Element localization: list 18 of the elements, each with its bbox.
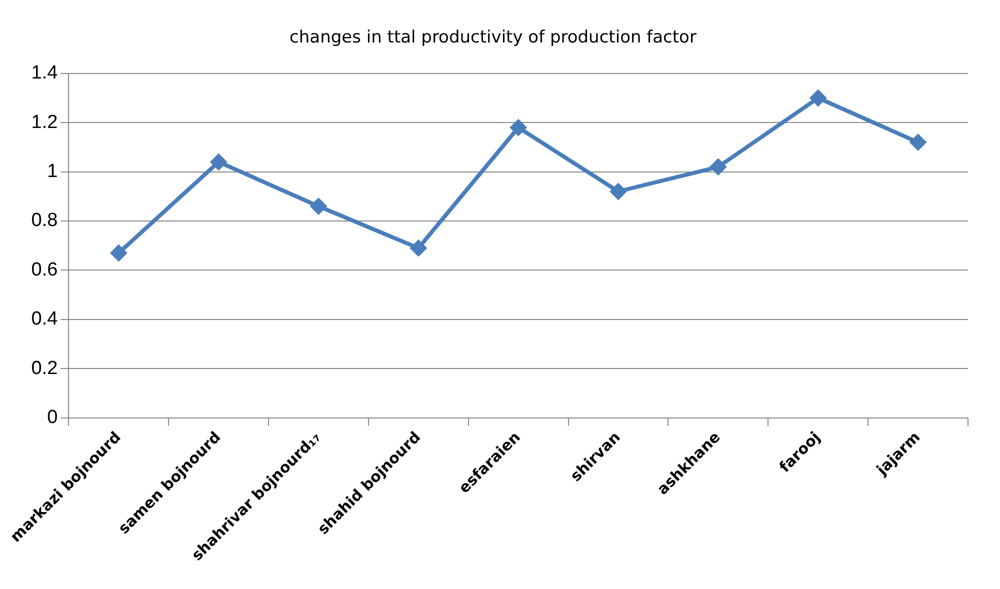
point bbox=[610, 182, 627, 200]
point bbox=[510, 119, 527, 136]
y-tick-label: 0 bbox=[47, 407, 58, 428]
y-tick-label: 0.4 bbox=[31, 308, 58, 330]
point bbox=[310, 198, 328, 215]
point bbox=[710, 158, 727, 176]
y-tick-label: 0.6 bbox=[31, 259, 58, 280]
point bbox=[210, 153, 228, 170]
chart-title: changes in ttal productivity of production factor bbox=[290, 28, 696, 48]
point bbox=[410, 240, 427, 257]
y-tick-label: 0.2 bbox=[31, 358, 58, 379]
point bbox=[110, 244, 128, 262]
y-tick-label: 0.8 bbox=[31, 210, 58, 232]
y-tick-label: 1.4 bbox=[31, 62, 58, 84]
point bbox=[810, 90, 827, 106]
point bbox=[910, 134, 927, 151]
y-tick-label: 1.2 bbox=[31, 112, 58, 133]
y-tick-label: 1 bbox=[47, 161, 58, 182]
